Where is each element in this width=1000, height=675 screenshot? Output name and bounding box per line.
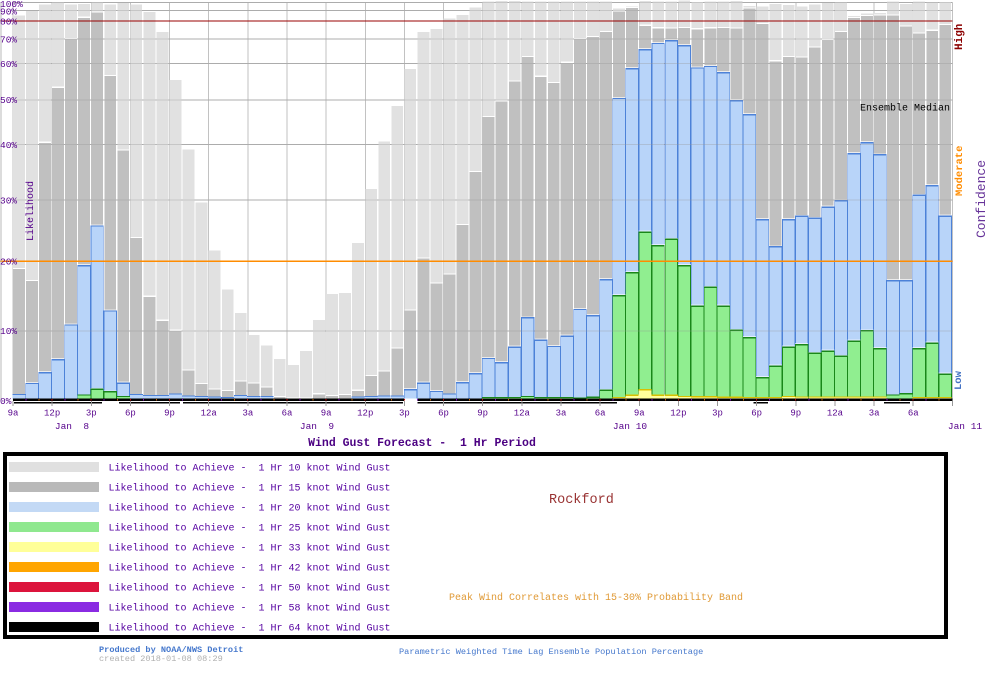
svg-text:0%: 0% bbox=[0, 396, 12, 407]
svg-text:Jan 9: Jan 9 bbox=[300, 421, 335, 432]
svg-text:12a: 12a bbox=[827, 409, 844, 419]
svg-text:Likelihood to Achieve - 1 Hr: Likelihood to Achieve - 1 Hr 33 knot Win… bbox=[109, 543, 391, 555]
svg-text:High: High bbox=[954, 24, 966, 50]
svg-text:3a: 3a bbox=[869, 409, 880, 419]
svg-text:9p: 9p bbox=[790, 409, 801, 419]
svg-text:Likelihood to Achieve - 1 Hr: Likelihood to Achieve - 1 Hr 25 knot Win… bbox=[109, 523, 391, 535]
svg-text:3a: 3a bbox=[242, 409, 253, 419]
svg-text:12a: 12a bbox=[201, 409, 218, 419]
svg-text:Jan 8: Jan 8 bbox=[55, 421, 90, 432]
svg-text:6a: 6a bbox=[595, 409, 606, 419]
svg-text:Ensemble Median: Ensemble Median bbox=[860, 103, 950, 115]
svg-text:Produced by NOAA/NWS Detroit: Produced by NOAA/NWS Detroit bbox=[99, 645, 243, 655]
svg-text:30%: 30% bbox=[0, 195, 17, 206]
svg-text:Parametric Weighted Time Lag E: Parametric Weighted Time Lag Ensemble Po… bbox=[399, 647, 703, 657]
svg-text:9p: 9p bbox=[164, 409, 175, 419]
svg-text:50%: 50% bbox=[0, 95, 17, 106]
svg-text:Rockford: Rockford bbox=[549, 493, 614, 508]
svg-text:Confidence: Confidence bbox=[974, 160, 989, 238]
svg-text:70%: 70% bbox=[0, 34, 17, 45]
svg-text:6p: 6p bbox=[438, 409, 449, 419]
svg-text:40%: 40% bbox=[0, 140, 17, 151]
svg-text:Jan 10: Jan 10 bbox=[613, 421, 648, 432]
svg-text:20%: 20% bbox=[0, 256, 17, 267]
svg-text:6a: 6a bbox=[908, 409, 919, 419]
svg-text:6p: 6p bbox=[125, 409, 136, 419]
svg-text:100%: 100% bbox=[0, 0, 23, 10]
svg-text:90%: 90% bbox=[0, 6, 17, 17]
svg-text:6p: 6p bbox=[751, 409, 762, 419]
svg-text:Peak Wind Correlates with 15-3: Peak Wind Correlates with 15-30% Probabi… bbox=[449, 592, 743, 604]
svg-text:created 2018-01-08 08:29: created 2018-01-08 08:29 bbox=[99, 654, 223, 664]
svg-text:Low: Low bbox=[953, 370, 965, 390]
svg-text:Wind Gust Forecast - 1 Hr Per: Wind Gust Forecast - 1 Hr Period bbox=[308, 437, 536, 450]
svg-text:6a: 6a bbox=[282, 409, 293, 419]
svg-text:Likelihood to Achieve - 1 Hr: Likelihood to Achieve - 1 Hr 64 knot Win… bbox=[109, 623, 391, 635]
svg-text:80%: 80% bbox=[0, 16, 17, 27]
svg-text:3p: 3p bbox=[86, 409, 97, 419]
svg-text:12p: 12p bbox=[670, 409, 686, 419]
svg-text:Moderate: Moderate bbox=[954, 146, 966, 196]
svg-text:9a: 9a bbox=[8, 409, 19, 419]
svg-text:3a: 3a bbox=[556, 409, 567, 419]
svg-text:Jan 11: Jan 11 bbox=[948, 421, 983, 432]
svg-text:10%: 10% bbox=[0, 326, 17, 337]
svg-text:3p: 3p bbox=[399, 409, 410, 419]
svg-text:9a: 9a bbox=[321, 409, 332, 419]
svg-text:Likelihood to Achieve - 1 Hr: Likelihood to Achieve - 1 Hr 10 knot Win… bbox=[109, 463, 391, 475]
svg-text:Likelihood to Achieve - 1 Hr: Likelihood to Achieve - 1 Hr 58 knot Win… bbox=[109, 603, 391, 615]
svg-text:Likelihood to Achieve - 1 Hr: Likelihood to Achieve - 1 Hr 20 knot Win… bbox=[109, 503, 391, 515]
svg-text:Likelihood: Likelihood bbox=[25, 181, 37, 241]
svg-text:60%: 60% bbox=[0, 59, 17, 70]
svg-text:9p: 9p bbox=[477, 409, 488, 419]
svg-text:3p: 3p bbox=[712, 409, 723, 419]
svg-text:12a: 12a bbox=[514, 409, 531, 419]
svg-text:12p: 12p bbox=[357, 409, 373, 419]
svg-text:Likelihood to Achieve - 1 Hr: Likelihood to Achieve - 1 Hr 15 knot Win… bbox=[109, 483, 391, 495]
svg-text:Likelihood to Achieve - 1 Hr: Likelihood to Achieve - 1 Hr 42 knot Win… bbox=[109, 563, 391, 575]
svg-text:12p: 12p bbox=[44, 409, 60, 419]
svg-text:9a: 9a bbox=[634, 409, 645, 419]
svg-text:Likelihood to Achieve - 1 Hr: Likelihood to Achieve - 1 Hr 50 knot Win… bbox=[109, 583, 391, 595]
